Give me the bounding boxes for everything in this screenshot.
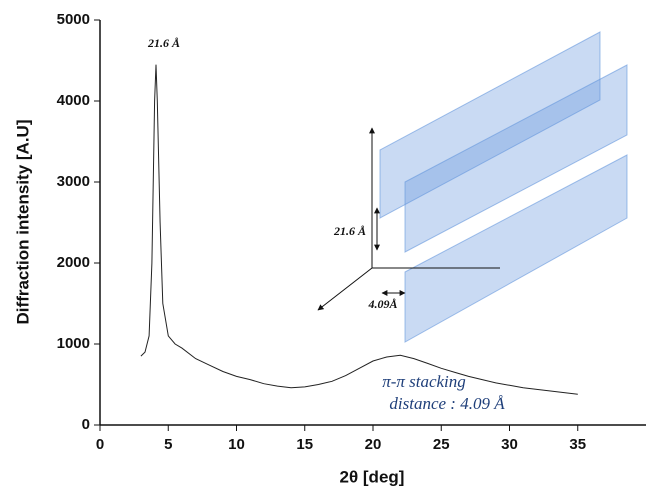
x-tick-label: 20 xyxy=(365,436,382,453)
y-tick-label: 3000 xyxy=(57,173,90,190)
x-axis-label: 2θ [deg] xyxy=(340,467,405,486)
x-tick-label: 5 xyxy=(164,436,172,453)
x-tick-label: 35 xyxy=(569,436,586,453)
x-tick-label: 15 xyxy=(296,436,313,453)
x-tick-label: 30 xyxy=(501,436,518,453)
sheet xyxy=(404,154,628,343)
inset-diagram xyxy=(317,31,628,343)
annotation: π-π stacking xyxy=(382,372,466,391)
sheet xyxy=(379,31,601,219)
annotation: 21.6 Å xyxy=(147,36,180,50)
y-axis-label: Diffraction intensity [A.U] xyxy=(13,120,32,325)
data-line xyxy=(140,64,578,395)
annotation: 21.6 Å xyxy=(333,224,366,238)
y-tick-label: 2000 xyxy=(57,254,90,271)
y-tick-label: 4000 xyxy=(57,92,90,109)
y-tick-label: 5000 xyxy=(57,11,90,28)
x-tick-label: 0 xyxy=(96,436,104,453)
annotation: distance : 4.09 Å xyxy=(389,394,505,413)
sheet xyxy=(404,64,628,253)
x-tick-label: 10 xyxy=(228,436,245,453)
annotation: 4.09Å xyxy=(367,297,397,311)
axis-arrow xyxy=(317,267,373,311)
y-tick-label: 1000 xyxy=(57,335,90,352)
x-tick-label: 25 xyxy=(433,436,450,453)
y-tick-label: 0 xyxy=(82,416,90,433)
